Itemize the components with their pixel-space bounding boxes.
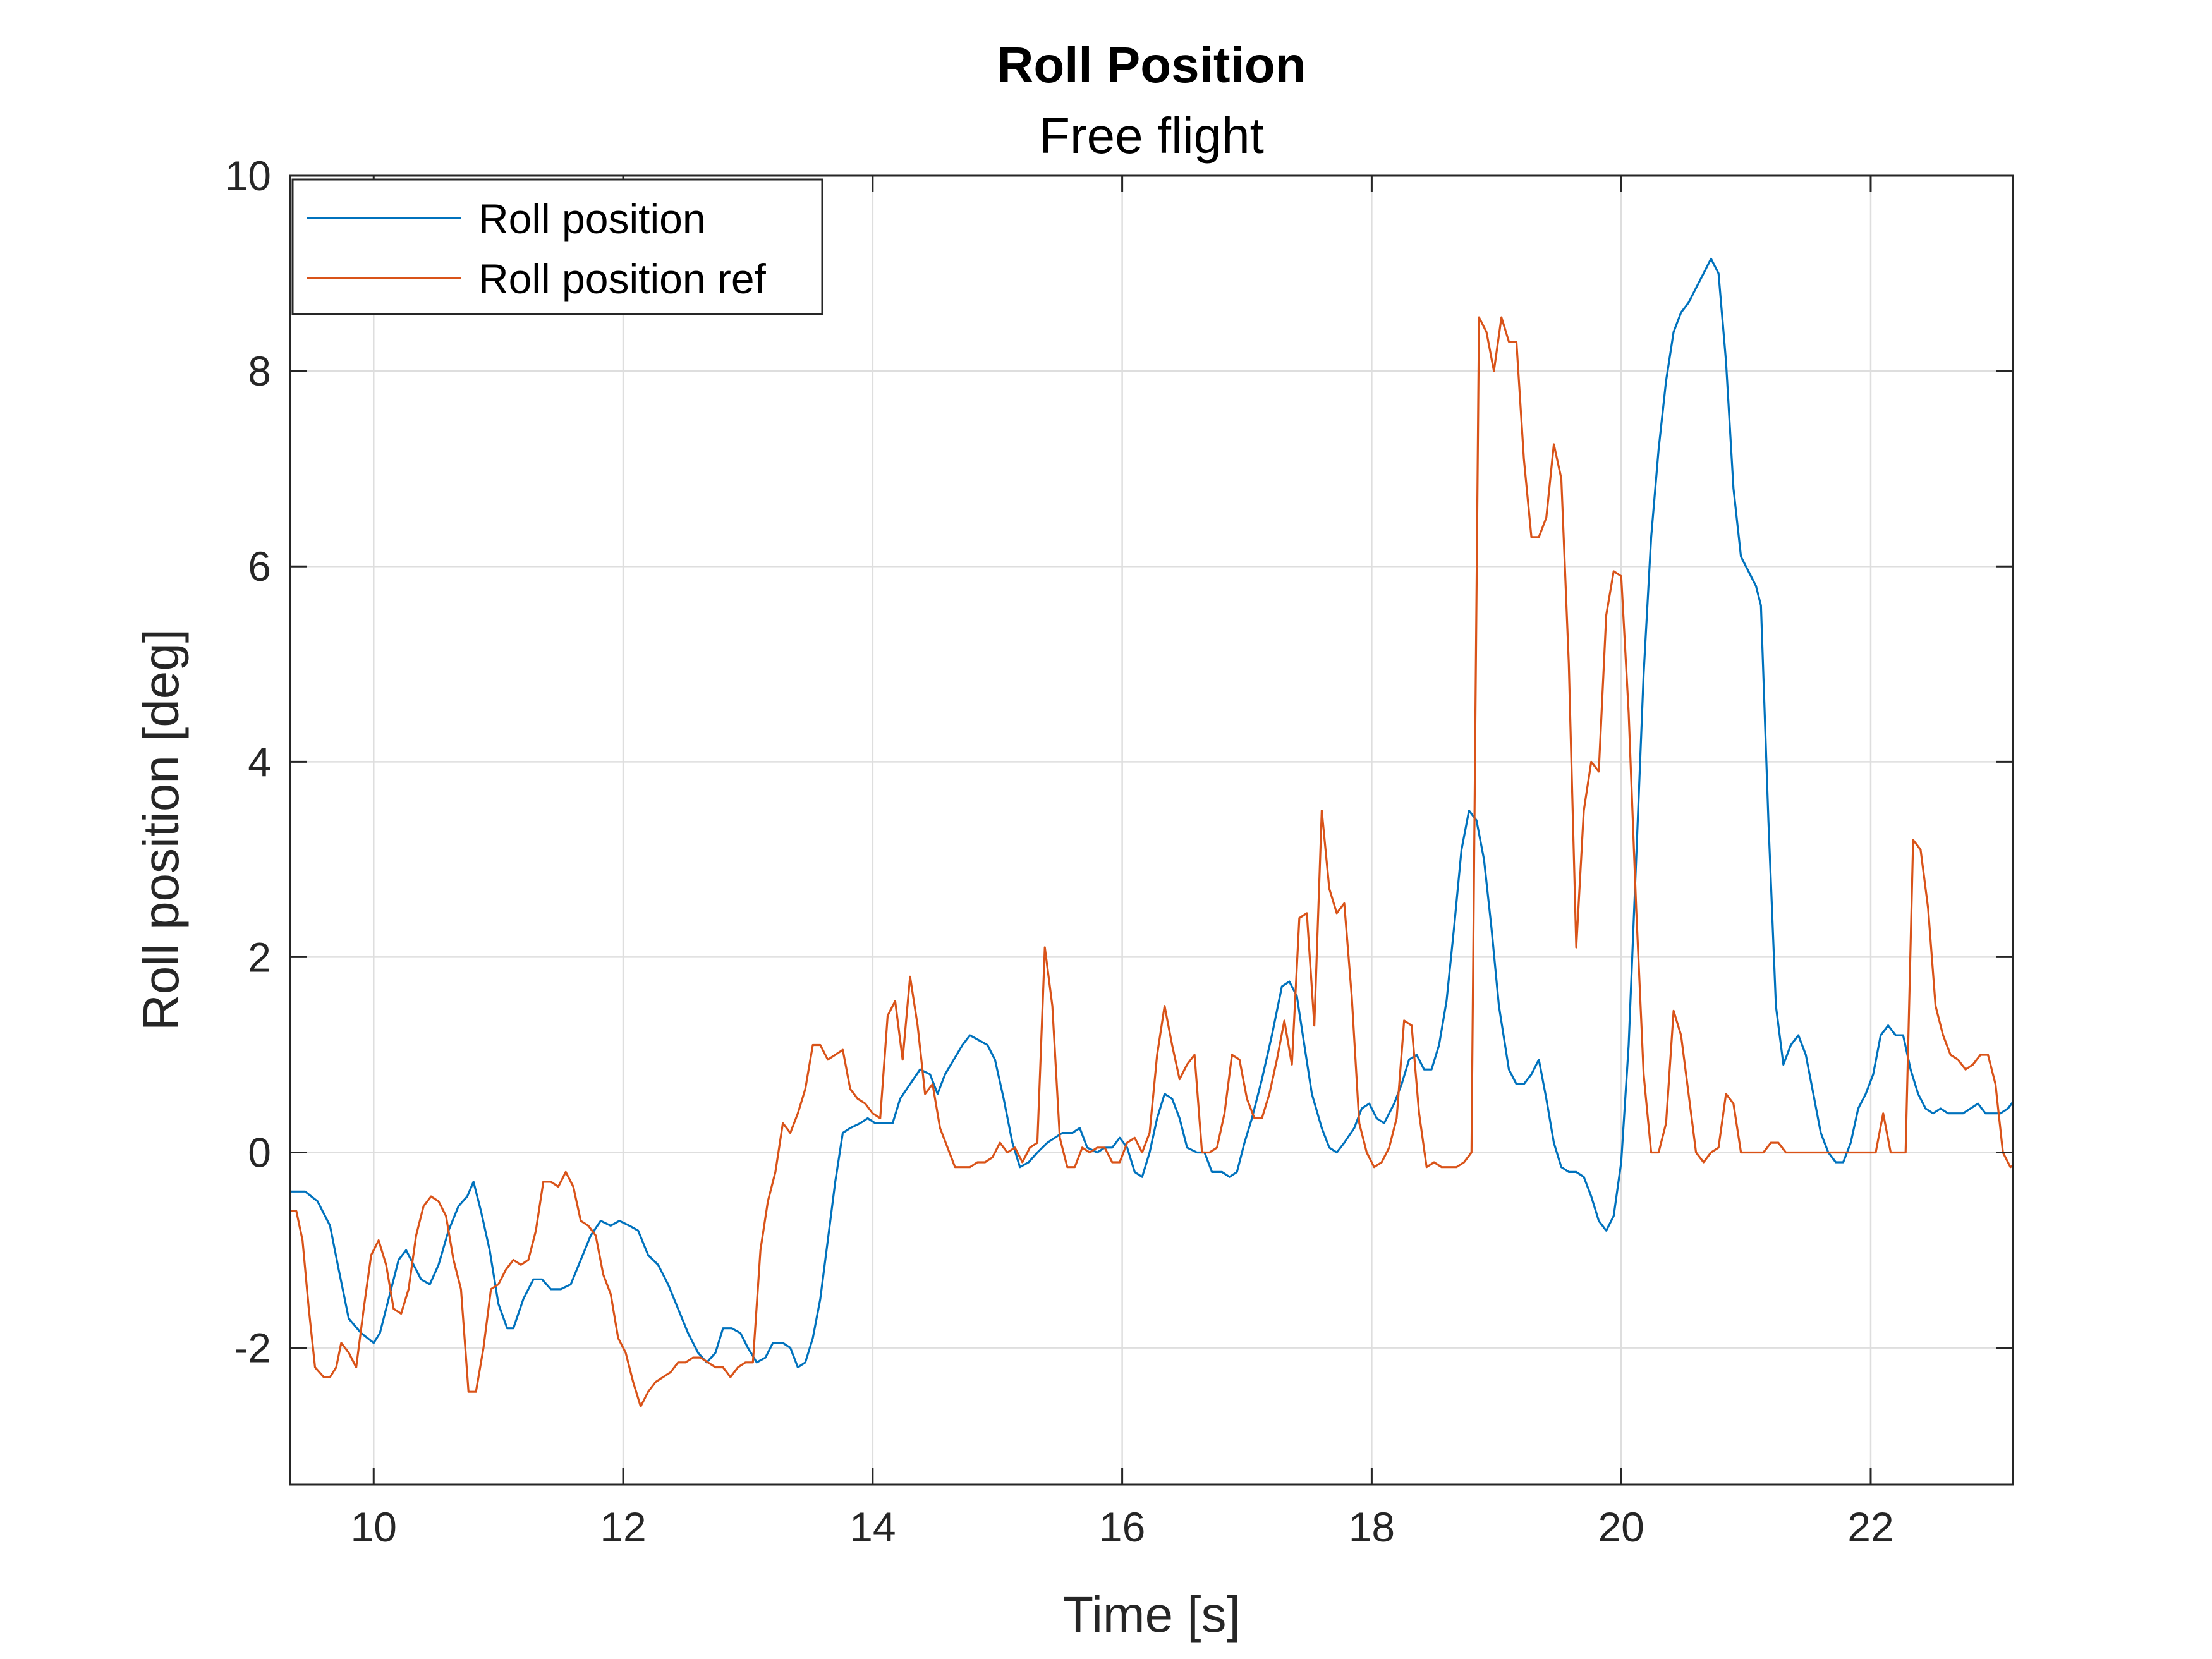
x-axis-label: Time [s] — [1062, 1586, 1240, 1643]
y-tick-label: -2 — [234, 1325, 271, 1371]
x-tick-label: 14 — [849, 1504, 896, 1550]
x-tick-label: 20 — [1598, 1504, 1644, 1550]
y-tick-label: 6 — [248, 543, 271, 590]
y-tick-label: 10 — [225, 152, 271, 199]
y-tick-label: 0 — [248, 1129, 271, 1176]
y-tick-label: 8 — [248, 348, 271, 394]
legend: Roll position Roll position ref — [291, 178, 823, 315]
x-tick-label: 18 — [1349, 1504, 1395, 1550]
legend-box — [291, 178, 823, 315]
x-tick-label: 12 — [600, 1504, 646, 1550]
x-tick-label: 10 — [351, 1504, 397, 1550]
y-tick-label: 2 — [248, 933, 271, 980]
series-layer — [290, 257, 2013, 1407]
series-line-roll-position-ref — [290, 316, 2013, 1407]
legend-label-roll-position-ref: Roll position ref — [478, 255, 767, 302]
plot-area — [290, 176, 2013, 1485]
x-tick-label: 16 — [1099, 1504, 1145, 1550]
y-axis-label: Roll position [deg] — [133, 629, 189, 1031]
chart-title: Roll Position — [997, 37, 1306, 93]
chart-subtitle: Free flight — [1039, 107, 1264, 164]
y-tick-label: 4 — [248, 738, 271, 785]
legend-label-roll-position: Roll position — [478, 195, 706, 242]
x-tick-label: 22 — [1847, 1504, 1893, 1550]
ticks: 10 12 14 16 18 20 22 -2 0 2 4 6 8 10 — [225, 152, 2013, 1550]
axes-box — [289, 174, 2014, 1486]
